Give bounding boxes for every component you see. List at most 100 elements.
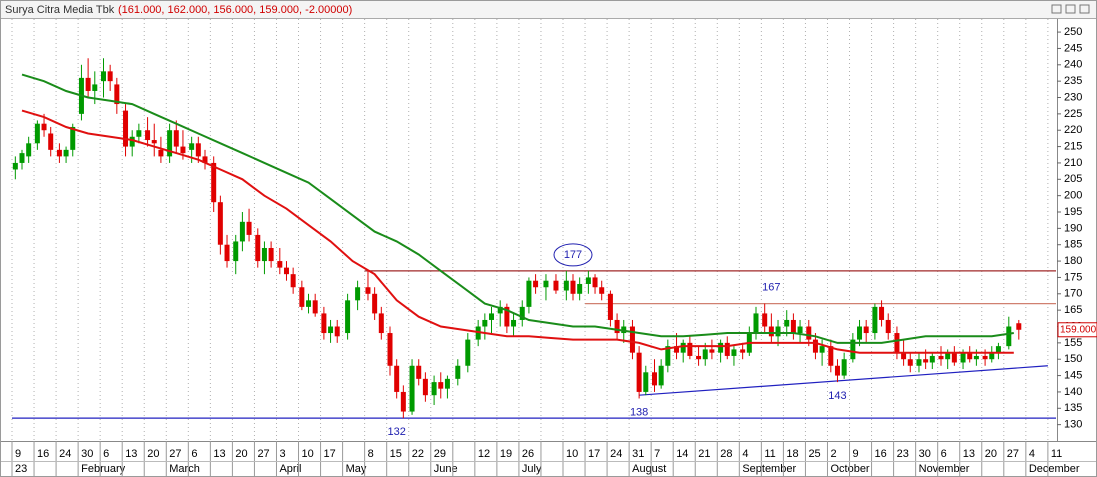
candle-body xyxy=(400,391,406,412)
price-tag-label: 159.000 xyxy=(1060,324,1097,335)
x-tick-label: 27 xyxy=(1007,448,1019,460)
candle-body xyxy=(863,326,869,334)
candle-body xyxy=(592,277,598,288)
candle-body xyxy=(277,261,283,268)
y-tick-label: 245 xyxy=(1064,42,1082,54)
x-tick-label: 6 xyxy=(941,448,947,460)
candle-body xyxy=(533,280,539,288)
candle-body xyxy=(217,202,223,245)
candle-body xyxy=(872,306,878,334)
annotation-label: 138 xyxy=(630,406,648,418)
x-tick-label: 7 xyxy=(654,448,660,460)
candle-body xyxy=(585,277,591,284)
candle-body xyxy=(916,359,922,366)
x-tick-label: 11 xyxy=(764,448,775,460)
candle-body xyxy=(438,382,444,389)
y-tick-label: 215 xyxy=(1064,140,1082,152)
candle-body xyxy=(211,162,217,203)
candle-body xyxy=(123,110,129,147)
x-tick-label: 28 xyxy=(720,448,732,460)
price-tag xyxy=(1057,322,1097,338)
candle-body xyxy=(680,342,686,353)
y-tick-label: 140 xyxy=(1064,386,1082,398)
candle-body xyxy=(345,300,351,334)
x-tick-label: 30 xyxy=(81,448,93,460)
candle-body xyxy=(651,372,657,386)
candle-body xyxy=(409,365,415,412)
candle-body xyxy=(189,143,195,150)
candle-body xyxy=(328,326,334,334)
x-tick-label: 16 xyxy=(875,448,887,460)
axes: 1301351401451501551601651701751801851901… xyxy=(1,26,1097,477)
window-buttons xyxy=(1051,4,1090,14)
y-tick-label: 210 xyxy=(1064,157,1082,169)
x-tick-label: 23 xyxy=(897,448,909,460)
candle-body xyxy=(740,349,746,353)
candle-body xyxy=(431,382,437,396)
month-label: June xyxy=(434,463,458,475)
x-tick-label: 20 xyxy=(147,448,159,460)
maximize-button[interactable] xyxy=(1065,4,1076,14)
candle-body xyxy=(841,359,847,376)
candle-body xyxy=(372,293,378,314)
candle-body xyxy=(173,130,179,147)
candle-body xyxy=(12,162,18,170)
y-tick-label: 180 xyxy=(1064,255,1082,267)
x-tick-label: 27 xyxy=(257,448,269,460)
month-label: February xyxy=(81,463,126,475)
x-tick-label: 9 xyxy=(15,448,21,460)
annotation-label: 177 xyxy=(564,249,582,261)
candle-body xyxy=(63,149,69,157)
x-tick-label: 17 xyxy=(588,448,600,460)
candle-body xyxy=(255,234,261,262)
minimize-button[interactable] xyxy=(1051,4,1062,14)
y-tick-label: 225 xyxy=(1064,108,1082,120)
candle-body xyxy=(387,333,393,366)
candle-body xyxy=(806,326,812,340)
candle-body xyxy=(577,283,583,294)
candle-body xyxy=(951,352,957,363)
candle-body xyxy=(107,71,113,82)
y-tick-label: 195 xyxy=(1064,206,1082,218)
candle-body xyxy=(92,84,98,91)
x-tick-label: 19 xyxy=(500,448,512,460)
candle-body xyxy=(19,153,25,163)
candle-body xyxy=(465,339,471,366)
x-tick-label: 9 xyxy=(853,448,859,460)
candle-body xyxy=(195,143,201,157)
candle-body xyxy=(100,71,106,82)
candle-body xyxy=(158,149,164,157)
x-tick-label: 29 xyxy=(434,448,446,460)
y-tick-label: 155 xyxy=(1064,337,1082,349)
candle-body xyxy=(850,339,856,360)
x-tick-label: 12 xyxy=(478,448,490,460)
x-tick-label: 16 xyxy=(37,448,49,460)
candle-body xyxy=(482,319,488,327)
close-button[interactable] xyxy=(1079,4,1090,14)
candle-body xyxy=(504,306,510,327)
candle-body xyxy=(444,378,450,389)
candle-body xyxy=(511,319,517,327)
candle-body xyxy=(753,313,759,334)
candle-body xyxy=(202,156,208,163)
candle-body xyxy=(938,355,944,360)
candle-body xyxy=(819,346,825,353)
candle-body xyxy=(129,136,135,147)
x-tick-label: 11 xyxy=(1051,448,1062,460)
candle-body xyxy=(929,355,935,363)
candle-body xyxy=(334,326,340,337)
month-label: September xyxy=(742,463,796,475)
candle-body xyxy=(394,365,400,392)
candle-body xyxy=(56,149,62,157)
x-tick-label: 21 xyxy=(698,448,710,460)
candle-body xyxy=(224,244,230,262)
candle-body xyxy=(812,339,818,353)
y-tick-label: 185 xyxy=(1064,239,1082,251)
candle-body xyxy=(879,306,885,320)
x-tick-label: 14 xyxy=(676,448,688,460)
candle-body xyxy=(718,342,724,353)
y-tick-label: 145 xyxy=(1064,369,1082,381)
y-tick-label: 175 xyxy=(1064,271,1082,283)
